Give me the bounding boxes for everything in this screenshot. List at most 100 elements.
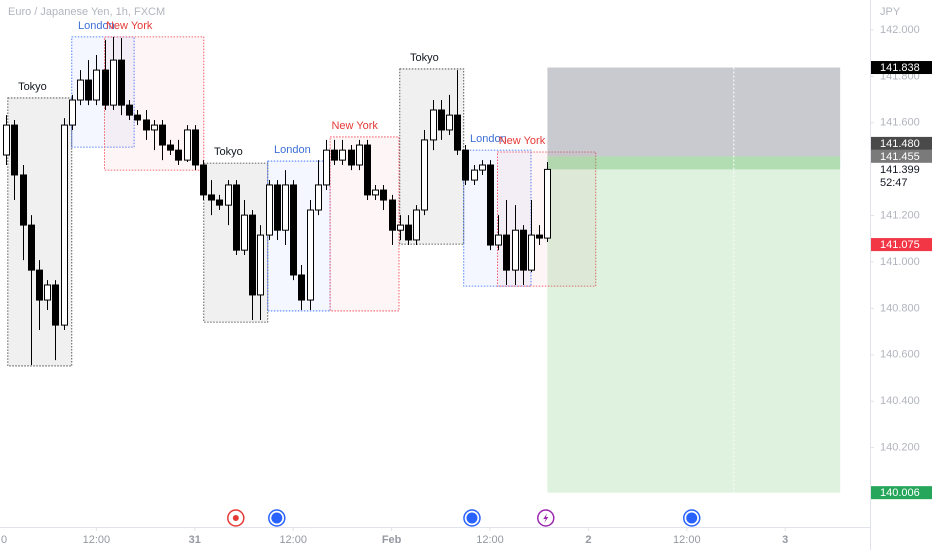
y-tick-label: 141.200: [880, 209, 920, 221]
event-marker[interactable]: [537, 509, 555, 527]
price-label: 141.455: [880, 151, 920, 163]
session-label: London: [274, 144, 311, 156]
session-label: Tokyo: [18, 81, 47, 93]
price-label: 140.006: [880, 487, 920, 499]
candle-body: [405, 224, 412, 241]
candle-body: [430, 109, 437, 141]
event-dot: [271, 512, 283, 524]
candle-body: [503, 234, 510, 271]
candle-body: [20, 174, 27, 226]
candle-body: [536, 234, 543, 239]
candle-body: [462, 149, 469, 181]
open-profit-zone: [547, 156, 841, 170]
candle-body: [52, 284, 59, 326]
x-tick-label: 2: [585, 534, 591, 546]
candle-body: [389, 199, 396, 231]
candle-body: [348, 149, 355, 166]
candle-body: [167, 144, 174, 151]
y-tick-label: 141.600: [880, 117, 920, 129]
candle-body: [413, 209, 420, 241]
candle-body: [126, 104, 133, 116]
stop-zone: [547, 67, 841, 157]
y-tick-label: 140.200: [880, 442, 920, 454]
event-marker[interactable]: [227, 509, 245, 527]
candle-body: [93, 69, 100, 101]
x-tick-label: Feb: [382, 534, 402, 546]
candle-body: [208, 194, 215, 201]
candle-body: [159, 124, 166, 146]
candle-body: [364, 144, 371, 196]
price-label-bg: [871, 61, 932, 75]
x-tick-label: 0: [1, 534, 7, 546]
candle-body: [307, 209, 314, 301]
candle-body: [36, 269, 43, 301]
x-tick-label: 12:00: [673, 534, 701, 546]
candle-body: [512, 229, 519, 271]
candle-body: [315, 184, 322, 211]
candle-body: [421, 139, 428, 211]
candle-body: [102, 69, 109, 106]
y-tick-label: 141.000: [880, 256, 920, 268]
candle-body: [290, 184, 297, 276]
session-label: London: [78, 20, 115, 32]
event-dot: [466, 512, 478, 524]
candle-body: [282, 184, 289, 231]
event-marker[interactable]: [682, 509, 701, 527]
price-label-bg: [871, 486, 932, 500]
candle-body: [143, 119, 150, 131]
target-zone: [547, 156, 841, 493]
x-tick-label: 12:00: [476, 534, 504, 546]
candle-body: [134, 114, 141, 121]
x-tick-label: 12:00: [279, 534, 307, 546]
candle-body: [110, 59, 117, 106]
candle-body: [544, 168, 551, 239]
candle-body: [356, 144, 363, 166]
candle-body: [184, 129, 191, 161]
candle-body: [3, 124, 10, 156]
candle-body: [495, 234, 502, 246]
candle-body: [479, 164, 486, 171]
candle-body: [118, 59, 125, 106]
candle-body: [77, 79, 84, 101]
candle-body: [528, 234, 535, 271]
x-tick-label: 31: [189, 534, 201, 546]
event-bolt: [543, 513, 549, 523]
candle-body: [372, 189, 379, 196]
candle-body: [69, 99, 76, 126]
session-label: Tokyo: [410, 52, 439, 64]
y-tick-label: 140.600: [880, 349, 920, 361]
candle-body: [446, 114, 453, 131]
session-label: London: [470, 133, 507, 145]
candle-body: [249, 214, 256, 296]
session-label: New York: [331, 120, 378, 132]
candle-body: [454, 114, 461, 151]
candle-body: [274, 184, 281, 231]
candle-body: [200, 164, 207, 196]
candle-body: [216, 199, 223, 206]
currency-label: JPY: [880, 6, 901, 18]
x-tick-label: 3: [782, 534, 788, 546]
event-dot: [686, 512, 698, 524]
candle-body: [28, 224, 35, 271]
price-label: 141.399: [880, 164, 920, 176]
candle-body: [257, 234, 264, 296]
price-countdown: 52:47: [880, 177, 908, 189]
candle-body: [331, 149, 338, 161]
price-label: 141.838: [880, 62, 920, 74]
candle-body: [323, 149, 330, 186]
position-layer: [547, 67, 841, 493]
y-tick-label: 142.000: [880, 24, 920, 36]
candle-body: [241, 214, 248, 251]
event-marker[interactable]: [268, 509, 286, 527]
chart-title: Euro / Japanese Yen, 1h, FXCM: [8, 6, 165, 18]
session-label: New York: [499, 135, 546, 147]
price-label-bg: [871, 136, 932, 150]
y-tick-label: 140.400: [880, 395, 920, 407]
price-label-bg: [871, 238, 932, 252]
candle-body: [233, 184, 240, 251]
event-marker[interactable]: [463, 509, 481, 527]
price-label: 141.480: [880, 138, 920, 150]
